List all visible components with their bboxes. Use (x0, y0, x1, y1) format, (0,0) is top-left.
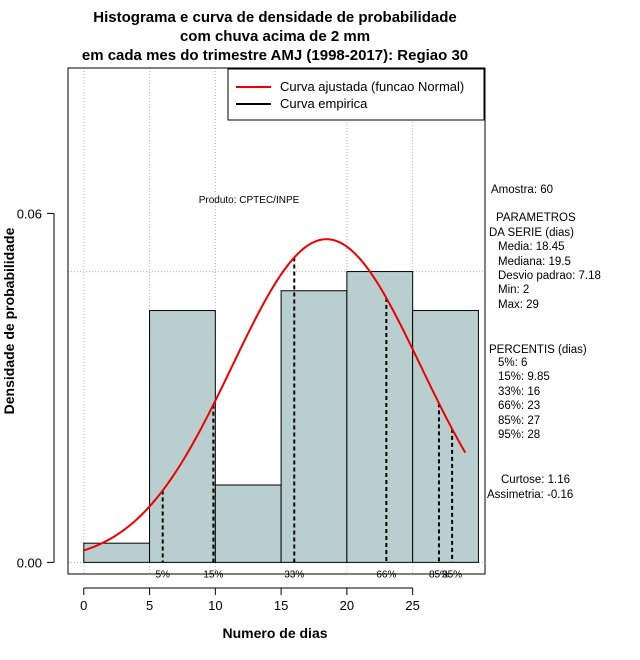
chart-title-line-1: Histograma e curva de densidade de proba… (93, 9, 456, 26)
x-axis-tick-label: 10 (208, 598, 222, 613)
stat-amostra: Amostra: 60 (491, 184, 553, 196)
curve-layer (83, 238, 467, 552)
legend-label-empirical: Curva empirica (280, 96, 368, 111)
stat-desvio: Desvio padrao: 7.18 (498, 270, 601, 282)
x-axis-tick-label: 0 (80, 598, 87, 613)
stat-max: Max: 29 (498, 299, 539, 311)
chart-title-line-2: com chuva acima de 2 mm (180, 28, 370, 45)
percentile-label: 66% (376, 569, 396, 580)
stat-min: Min: 2 (498, 284, 529, 296)
stat-perc-header: PERCENTIS (dias) (489, 344, 587, 356)
legend-box (227, 68, 485, 121)
histogram-bar (280, 290, 348, 563)
stat-assimetria: Assimetria: -0.16 (487, 489, 573, 501)
y-axis-title: Densidade de probabilidade (1, 227, 17, 414)
percentile-label: 33% (284, 569, 304, 580)
stat-media: Media: 18.45 (498, 241, 565, 253)
normal-fit-curve (83, 238, 467, 552)
histogram-bar (412, 310, 479, 563)
percentile-label: 15% (203, 569, 223, 580)
plot-frame (67, 67, 486, 575)
percentile-label: 5% (155, 569, 170, 580)
stat-mediana: Mediana: 19.5 (498, 256, 571, 268)
stats-panel: Amostra: 60 PARAMETROS DA SERIE (dias) M… (487, 184, 601, 501)
x-axis-tick-label: 15 (274, 598, 288, 613)
stat-p66: 66%: 23 (498, 400, 540, 412)
product-annotation: Produto: CPTEC/INPE (199, 195, 300, 206)
stat-p95: 95%: 28 (498, 429, 540, 441)
x-axis-title: Numero de dias (222, 625, 327, 641)
legend-label-normal: Curva ajustada (funcao Normal) (280, 79, 464, 94)
axes-layer: 0 5 10 15 20 25 0.00 0.06 (17, 206, 420, 613)
y-axis-tick-label: 0.00 (17, 555, 42, 570)
bars-layer (83, 271, 479, 563)
histogram-bar (214, 484, 282, 563)
histogram-bar (149, 310, 216, 563)
stat-param-header-2: DA SERIE (dias) (489, 227, 574, 239)
stat-p5: 5%: 6 (498, 357, 527, 369)
percentile-lines-layer: 5% 15% 33% 66% 85%95% (155, 257, 462, 580)
stat-p85: 85%: 27 (498, 415, 540, 427)
x-axis-tick-label: 25 (405, 598, 419, 613)
chart-title-line-3: em cada mes do trimestre AMJ (1998-2017)… (82, 47, 468, 64)
percentile-label: 85% (429, 569, 449, 580)
stat-curtose: Curtose: 1.16 (501, 474, 570, 486)
stat-p15: 15%: 9.85 (498, 371, 550, 383)
y-axis-tick-label: 0.06 (17, 206, 42, 221)
stat-p33: 33%: 16 (498, 386, 540, 398)
histogram-bar (346, 271, 414, 563)
stat-param-header-1: PARAMETROS (496, 212, 576, 224)
legend: Curva ajustada (funcao Normal) Curva emp… (227, 68, 485, 121)
percentile-label: 95% (442, 569, 462, 580)
x-axis-tick-label: 5 (146, 598, 153, 613)
x-axis-tick-label: 20 (340, 598, 354, 613)
